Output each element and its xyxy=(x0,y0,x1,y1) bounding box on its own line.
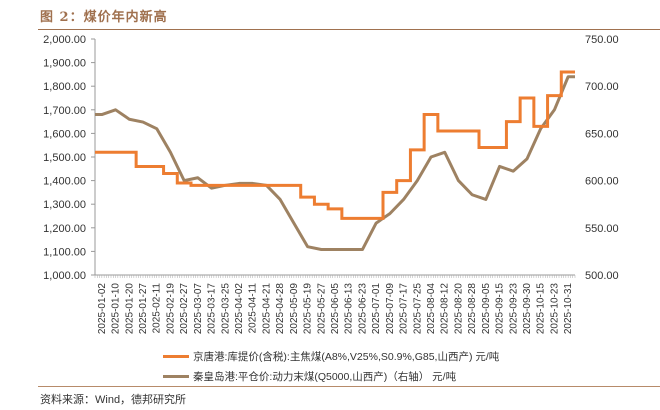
x-tick-label: 2025-07-09 xyxy=(385,283,396,335)
y-tick-label: 1,500.00 xyxy=(43,152,86,164)
line-chart: 1,000.00 1,100.00 1,200.00 1,300.00 1,400.00… xyxy=(43,34,619,335)
y-tick-label: 1,200.00 xyxy=(43,223,86,235)
legend-item-series1: 京唐港:库提价(含税):主焦煤(A8%,V25%,S0.9%,G85,山西产) … xyxy=(163,349,499,364)
chart-title: 图 2：煤价年内新高 xyxy=(40,10,168,25)
x-tick-label: 2025-01-02 xyxy=(97,283,108,335)
x-tick-label: 2025-07-01 xyxy=(371,283,382,335)
right-y-axis: 500.00 550.00 600.00 650.00 700.00 750.00 xyxy=(585,34,619,282)
x-tick-label: 2025-10-15 xyxy=(536,283,547,335)
x-tick-label: 2025-10-31 xyxy=(563,283,574,335)
x-tick-label: 2025-02-19 xyxy=(165,283,176,335)
x-tick-label: 2025-01-20 xyxy=(124,283,135,335)
y-right-tick-label: 650.00 xyxy=(585,128,619,140)
x-tick-label: 2025-05-09 xyxy=(289,283,300,335)
y-tick-label: 1,600.00 xyxy=(43,128,86,140)
x-tick-label: 2025-09-05 xyxy=(481,283,492,335)
series-qinhuangdao-thermal-coal-line xyxy=(95,75,575,252)
legend-item-series2: 秦皇岛港:平仓价:动力末煤(Q5000,山西产)（右轴） 元/吨 xyxy=(163,369,456,384)
legend-swatch-orange xyxy=(163,355,189,358)
x-tick-label: 2025-03-17 xyxy=(207,283,218,335)
y-tick-label: 1,900.00 xyxy=(43,58,86,70)
legend-label: 秦皇岛港:平仓价:动力末煤(Q5000,山西产)（右轴） 元/吨 xyxy=(193,371,457,383)
x-tick-label: 2025-04-11 xyxy=(248,283,259,334)
x-tick-label: 2025-02-11 xyxy=(152,283,163,334)
x-tick-label: 2025-06-23 xyxy=(357,283,368,335)
x-axis: 2025-01-02 2025-01-10 2025-01-20 2025-01-27… xyxy=(94,274,576,335)
y-right-tick-label: 700.00 xyxy=(585,81,619,93)
x-tick-label: 2025-07-17 xyxy=(399,283,410,335)
y-tick-label: 1,000.00 xyxy=(43,270,86,282)
x-tick-label: 2025-07-25 xyxy=(412,283,423,335)
x-tick-label: 2025-04-21 xyxy=(261,283,272,335)
title-divider xyxy=(38,29,660,30)
x-tick-label: 2025-03-07 xyxy=(193,283,204,335)
source-note: 资料来源：Wind，德邦研究所 xyxy=(40,394,187,406)
left-y-axis: 1,000.00 1,100.00 1,200.00 1,300.00 1,400.00… xyxy=(43,34,96,282)
footer-divider xyxy=(38,386,660,387)
y-tick-label: 1,800.00 xyxy=(43,81,86,93)
x-tick-label: 2025-08-20 xyxy=(453,283,464,335)
x-tick-label: 2025-06-13 xyxy=(344,283,355,335)
series-jingtang-coking-coal-line xyxy=(95,70,575,220)
y-right-tick-label: 600.00 xyxy=(585,176,619,188)
legend-swatch-brown xyxy=(163,375,189,378)
x-tick-label: 2025-10-23 xyxy=(549,283,560,335)
y-tick-label: 1,700.00 xyxy=(43,105,86,117)
x-tick-label: 2025-02-27 xyxy=(179,283,190,335)
x-tick-label: 2025-04-02 xyxy=(234,283,245,335)
x-tick-label: 2025-08-04 xyxy=(426,283,437,335)
x-tick-label: 2025-04-28 xyxy=(275,283,286,335)
x-tick-label: 2025-06-05 xyxy=(330,283,341,335)
y-right-tick-label: 500.00 xyxy=(585,270,619,282)
x-tick-label: 2025-09-30 xyxy=(522,283,533,335)
y-tick-label: 2,000.00 xyxy=(43,34,86,46)
legend-label: 京唐港:库提价(含税):主焦煤(A8%,V25%,S0.9%,G85,山西产) … xyxy=(193,351,500,363)
x-tick-label: 2025-01-10 xyxy=(111,283,122,335)
x-tick-label: 2025-08-28 xyxy=(467,283,478,335)
x-tick-label: 2025-03-25 xyxy=(220,283,231,335)
x-tick-label: 2025-08-12 xyxy=(440,283,451,335)
x-tick-label: 2025-05-27 xyxy=(316,283,327,335)
y-right-tick-label: 550.00 xyxy=(585,223,619,235)
x-tick-label: 2025-01-27 xyxy=(138,283,149,335)
y-right-tick-label: 750.00 xyxy=(585,34,619,46)
x-tick-label: 2025-09-23 xyxy=(508,283,519,335)
x-tick-label: 2025-09-15 xyxy=(495,283,506,335)
y-tick-label: 1,300.00 xyxy=(43,199,86,211)
y-tick-label: 1,400.00 xyxy=(43,176,86,188)
x-tick-label: 2025-05-19 xyxy=(303,283,314,335)
y-tick-label: 1,100.00 xyxy=(43,246,86,258)
